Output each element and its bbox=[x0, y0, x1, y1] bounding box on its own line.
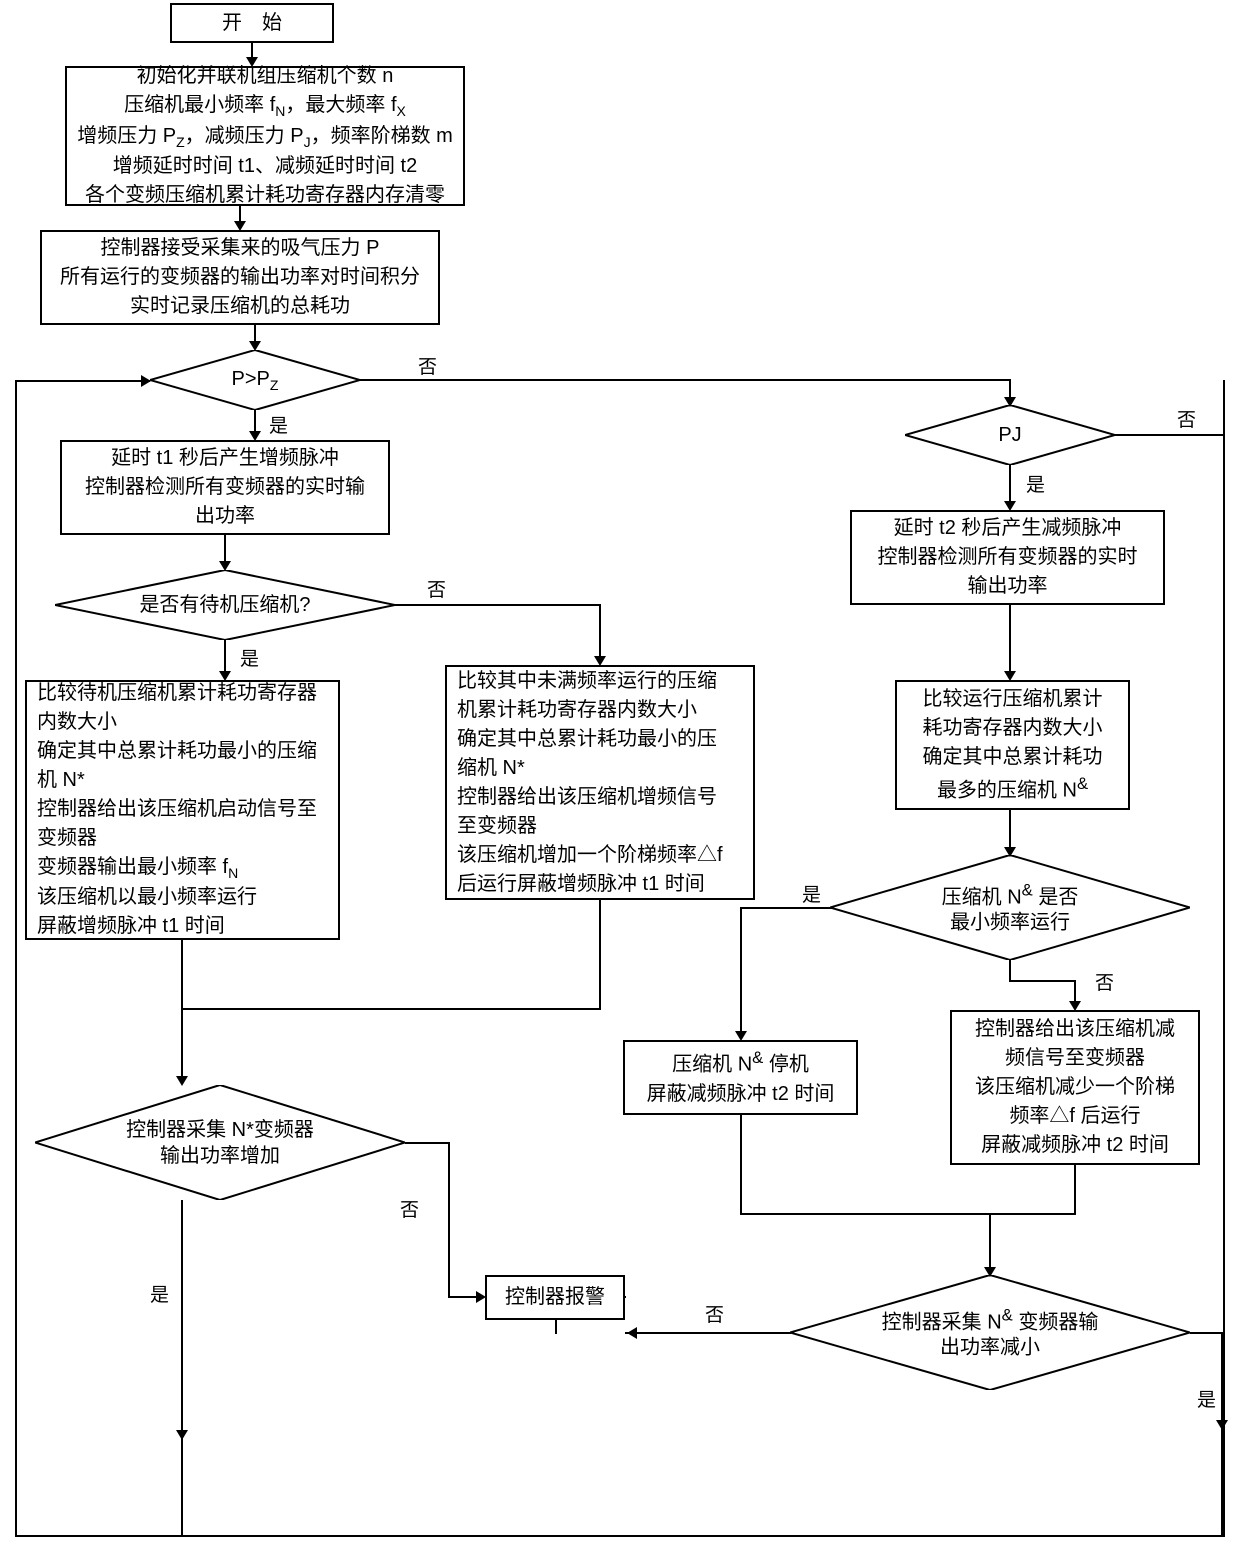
decision-p-gt-pz: P>PZ bbox=[150, 350, 360, 410]
edge-label-incpower-yes: 是 bbox=[148, 1280, 171, 1307]
edge-decpower-no-h bbox=[625, 1332, 791, 1334]
node-dec-compare-label: 比较运行压缩机累计耗功寄存器内数大小确定其中总累计耗功最多的压缩机 N& bbox=[923, 685, 1103, 806]
arrowhead-icon bbox=[1004, 671, 1016, 681]
arrowhead-icon bbox=[141, 375, 151, 387]
decision-p-lt-pj: PJ bbox=[905, 405, 1115, 465]
edge-merge-decpower bbox=[989, 1213, 991, 1273]
arrowhead-icon bbox=[1069, 1001, 1081, 1011]
edge-label-dpz-no: 否 bbox=[416, 352, 439, 379]
edge-label-standby-no: 否 bbox=[425, 575, 448, 602]
edge-label-dpj-yes: 是 bbox=[1024, 470, 1047, 497]
edge-label-minfreq-no: 否 bbox=[1093, 968, 1116, 995]
arrowhead-icon bbox=[627, 1327, 637, 1339]
edge-decfreq-down bbox=[1074, 1165, 1076, 1215]
edge-decpower-yes-h bbox=[1190, 1332, 1223, 1334]
arrowhead-icon bbox=[984, 1267, 996, 1277]
edge-decpower-no-v bbox=[555, 1320, 557, 1334]
edge-label-incpower-no: 否 bbox=[398, 1195, 421, 1222]
edge-minfreq-yes-v bbox=[740, 907, 742, 1035]
arrowhead-icon bbox=[594, 656, 606, 666]
node-dec-freq-label: 控制器给出该压缩机减频信号至变频器该压缩机减少一个阶梯频率△f 后运行屏蔽减频脉… bbox=[975, 1015, 1175, 1160]
decision-p-gt-pz-label: P>PZ bbox=[232, 366, 279, 394]
arrowhead-icon bbox=[246, 57, 258, 67]
edge-incpower-yes-to-bottom bbox=[181, 1535, 183, 1537]
node-start: 开 始 bbox=[170, 3, 334, 43]
node-standby-yes: 比较待机压缩机累计耗功寄存器内数大小确定其中总累计耗功最小的压缩机 N*控制器给… bbox=[25, 680, 340, 940]
edge-incpower-yes-v bbox=[181, 1200, 183, 1535]
edge-minfreq-no-v1 bbox=[1009, 960, 1011, 982]
arrowhead-icon bbox=[176, 1430, 188, 1440]
decision-min-freq-label: 压缩机 N& 是否最小频率运行 bbox=[942, 879, 1079, 936]
node-dec-freq: 控制器给出该压缩机减频信号至变频器该压缩机减少一个阶梯频率△f 后运行屏蔽减频脉… bbox=[950, 1010, 1200, 1165]
arrowhead-icon bbox=[735, 1031, 747, 1041]
arrowhead-icon bbox=[1216, 1420, 1228, 1430]
edge-standby-yes bbox=[224, 640, 226, 675]
node-collect: 控制器接受采集来的吸气压力 P所有运行的变频器的输出功率对时间积分实时记录压缩机… bbox=[40, 230, 440, 325]
edge-loop-top bbox=[15, 380, 150, 382]
arrowhead-icon bbox=[1004, 397, 1016, 407]
edge-decpower-no-h2 bbox=[624, 1296, 626, 1298]
node-dec-pulse-label: 延时 t2 秒后产生减频脉冲控制器检测所有变频器的实时输出功率 bbox=[878, 514, 1138, 601]
edge-minfreq-yes-h bbox=[740, 907, 832, 909]
decision-standby-label: 是否有待机压缩机? bbox=[139, 592, 310, 618]
edge-standbyyes-down bbox=[181, 940, 183, 1010]
decision-p-lt-pj-label: PJ bbox=[998, 422, 1021, 448]
node-init: 初始化并联机组压缩机个数 n压缩机最小频率 fN，最大频率 fX增频压力 PZ，… bbox=[65, 66, 465, 206]
node-alarm-label: 控制器报警 bbox=[505, 1283, 605, 1312]
edge-minfreq-no-h bbox=[1009, 980, 1075, 982]
arrowhead-icon bbox=[249, 431, 261, 441]
edge-junction-incpower bbox=[181, 1008, 183, 1083]
node-init-label: 初始化并联机组压缩机个数 n压缩机最小频率 fN，最大频率 fX增频压力 PZ，… bbox=[77, 62, 453, 210]
node-dec-compare: 比较运行压缩机累计耗功寄存器内数大小确定其中总累计耗功最多的压缩机 N& bbox=[895, 680, 1130, 810]
decision-dec-power: 控制器采集 N& 变频器输出功率减小 bbox=[790, 1275, 1190, 1390]
node-standby-no-label: 比较其中未满频率运行的压缩机累计耗功寄存器内数大小确定其中总累计耗功最小的压缩机… bbox=[457, 667, 723, 899]
edge-incpower-no-v bbox=[448, 1142, 450, 1297]
edge-dpj-no-h bbox=[1115, 434, 1225, 436]
decision-inc-power: 控制器采集 N*变频器输出功率增加 bbox=[35, 1085, 405, 1200]
edge-label-dpz-yes: 是 bbox=[267, 411, 290, 438]
arrowhead-icon bbox=[234, 221, 246, 231]
edge-dpz-no-h bbox=[360, 379, 1010, 381]
edge-dpj-yes bbox=[1009, 465, 1011, 505]
arrowhead-icon bbox=[219, 671, 231, 681]
node-collect-label: 控制器接受采集来的吸气压力 P所有运行的变频器的输出功率对时间积分实时记录压缩机… bbox=[60, 234, 420, 321]
edge-stop-down bbox=[740, 1115, 742, 1215]
arrowhead-icon bbox=[176, 1076, 188, 1086]
edge-loop-left-v bbox=[15, 380, 17, 1537]
edge-label-minfreq-yes: 是 bbox=[800, 880, 823, 907]
edge-standby-no-h bbox=[395, 604, 600, 606]
decision-inc-power-label: 控制器采集 N*变频器输出功率增加 bbox=[126, 1117, 314, 1169]
decision-standby: 是否有待机压缩机? bbox=[55, 570, 395, 640]
node-inc-pulse: 延时 t1 秒后产生增频脉冲控制器检测所有变频器的实时输出功率 bbox=[60, 440, 390, 535]
edge-merge-h bbox=[740, 1213, 1076, 1215]
node-alarm: 控制器报警 bbox=[485, 1275, 625, 1320]
arrowhead-icon bbox=[1004, 501, 1016, 511]
edge-decpulse-compare bbox=[1009, 605, 1011, 675]
edge-label-decpower-yes: 是 bbox=[1195, 1385, 1218, 1412]
arrowhead-icon bbox=[219, 561, 231, 571]
edge-incpower-no-h bbox=[405, 1142, 450, 1144]
node-stop-comp-label: 压缩机 N& 停机屏蔽减频脉冲 t2 时间 bbox=[647, 1046, 835, 1109]
node-dec-pulse: 延时 t2 秒后产生减频脉冲控制器检测所有变频器的实时输出功率 bbox=[850, 510, 1165, 605]
edge-loop-right-v bbox=[1223, 380, 1225, 1537]
edge-label-dpj-no: 否 bbox=[1175, 405, 1198, 432]
edge-standbyno-left bbox=[181, 1008, 601, 1010]
edge-label-standby-yes: 是 bbox=[238, 644, 261, 671]
node-standby-no: 比较其中未满频率运行的压缩机累计耗功寄存器内数大小确定其中总累计耗功最小的压缩机… bbox=[445, 665, 755, 900]
edge-label-decpower-no: 否 bbox=[703, 1300, 726, 1327]
decision-min-freq: 压缩机 N& 是否最小频率运行 bbox=[830, 855, 1190, 960]
arrowhead-icon bbox=[249, 341, 261, 351]
arrowhead-icon bbox=[476, 1291, 486, 1303]
edge-standby-no-v bbox=[599, 604, 601, 662]
node-inc-pulse-label: 延时 t1 秒后产生增频脉冲控制器检测所有变频器的实时输出功率 bbox=[85, 444, 365, 531]
node-standby-yes-label: 比较待机压缩机累计耗功寄存器内数大小确定其中总累计耗功最小的压缩机 N*控制器给… bbox=[37, 679, 317, 941]
node-start-label: 开 始 bbox=[222, 9, 282, 38]
decision-dec-power-label: 控制器采集 N& 变频器输出功率减小 bbox=[882, 1304, 1099, 1361]
edge-standbyno-down bbox=[599, 900, 601, 1010]
arrowhead-icon bbox=[1004, 847, 1016, 857]
edge-loop-bottom bbox=[15, 1535, 1225, 1537]
node-stop-comp: 压缩机 N& 停机屏蔽减频脉冲 t2 时间 bbox=[623, 1040, 858, 1115]
